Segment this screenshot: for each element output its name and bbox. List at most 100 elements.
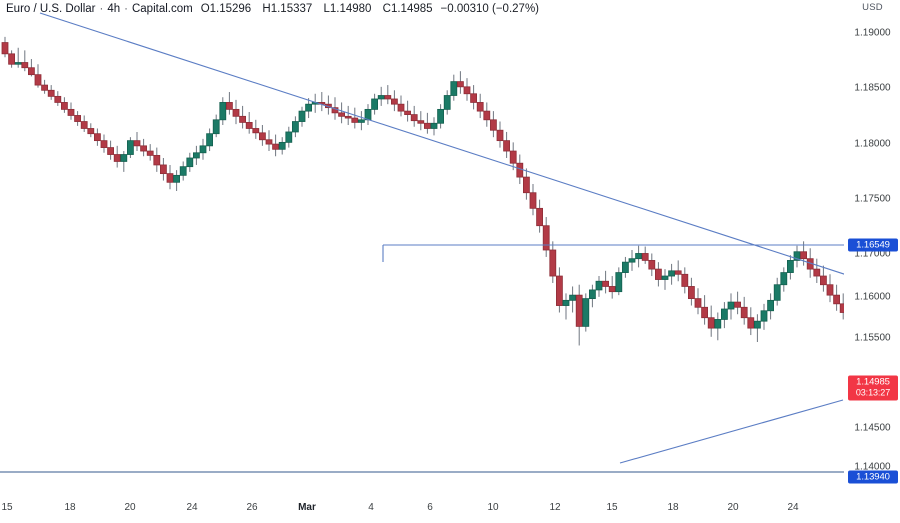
candle [476, 93, 484, 119]
candle [787, 255, 794, 280]
candle-body [67, 108, 75, 116]
candle [833, 284, 840, 311]
time-tick: 6 [427, 502, 433, 513]
candle [542, 217, 550, 257]
candle-body [423, 122, 431, 129]
candle [371, 93, 379, 115]
candle-body [410, 114, 418, 122]
candle [661, 269, 669, 290]
candle-body [767, 299, 774, 312]
candle-body [404, 110, 412, 115]
ascending-trendline[interactable] [619, 399, 844, 464]
candle-body [179, 166, 187, 176]
candle [199, 138, 207, 160]
candle [338, 102, 346, 124]
candle [153, 147, 161, 172]
candle [166, 164, 174, 190]
candle-body [14, 62, 22, 65]
candle-body [61, 102, 68, 110]
candle [615, 267, 623, 296]
candle-body [8, 53, 16, 65]
candle-body [536, 207, 543, 227]
chart-plot-area[interactable] [0, 0, 845, 495]
candle [602, 270, 609, 294]
candle-body [694, 298, 702, 308]
candle-body [721, 308, 728, 320]
candle-body [542, 225, 550, 251]
time-tick: Mar [298, 502, 316, 513]
candle-body [206, 133, 214, 147]
candle-body [747, 317, 755, 329]
time-axis[interactable]: 15 18 20 24 26 Mar 4 6 10 12 15 18 20 24 [0, 495, 845, 523]
candle-body [54, 95, 62, 103]
candle [430, 117, 438, 136]
descending-trendline[interactable] [39, 12, 845, 276]
candle [285, 126, 293, 148]
candle [377, 86, 385, 106]
time-tick: 15 [1, 502, 13, 513]
candle [54, 91, 62, 106]
candle [272, 134, 280, 157]
candle [443, 90, 451, 115]
candle-body [41, 84, 48, 91]
candle [556, 267, 563, 313]
drawings-layer[interactable] [0, 12, 845, 473]
candle-body [390, 98, 398, 105]
candle [245, 111, 253, 134]
candle [404, 100, 412, 122]
candle-body [787, 260, 794, 273]
candle-body [668, 270, 675, 277]
candle [34, 64, 42, 88]
candle [417, 111, 425, 131]
candle [239, 105, 247, 129]
candle-body [549, 249, 557, 277]
candle-body [489, 119, 497, 131]
candle-body [371, 98, 379, 110]
candle-body [562, 299, 570, 306]
candle-body [839, 303, 845, 313]
countdown-timer: 03:13:27 [855, 387, 891, 398]
candle-body [219, 102, 227, 121]
time-tick: 18 [64, 502, 76, 513]
candle-body [635, 253, 642, 260]
price-badge-1-13940[interactable]: 1.13940 [848, 470, 898, 484]
candle [648, 253, 656, 277]
candle-body [239, 115, 247, 123]
candle [258, 125, 266, 146]
candle [219, 97, 227, 126]
candlestick-canvas[interactable] [0, 0, 845, 495]
price-badge-value: 1.14985 [856, 376, 890, 388]
candle-body [285, 131, 293, 143]
candle-body [714, 319, 722, 329]
candle-body [648, 260, 656, 270]
candle [489, 111, 497, 138]
candle-body [483, 110, 491, 121]
candle [113, 145, 121, 168]
candle [384, 85, 392, 105]
candle-body [357, 119, 365, 123]
candle [582, 293, 590, 332]
candle-body [688, 286, 695, 300]
price-badge-value: 1.16549 [856, 239, 890, 251]
candle [120, 151, 128, 172]
candle [655, 262, 662, 287]
candle [305, 98, 313, 119]
candle [813, 258, 821, 283]
time-tick: 10 [487, 502, 499, 513]
candle-body [569, 294, 576, 301]
candle [133, 131, 141, 152]
price-axis[interactable]: USD 1.19000 1.18500 1.18000 1.17500 1.17000 1… [844, 0, 900, 523]
candle-body [503, 140, 511, 152]
candle-body [800, 251, 807, 260]
candle-body [100, 140, 108, 148]
time-tick: 24 [186, 502, 198, 513]
candle-body [47, 89, 55, 97]
price-badge-1-16549[interactable]: 1.16549 [848, 238, 898, 252]
candle-series [1, 36, 845, 346]
candle-body [265, 139, 273, 145]
candle-body [813, 268, 821, 277]
price-badge-1-14985[interactable]: 1.14985 03:13:27 [848, 375, 898, 401]
candle-body [641, 253, 649, 261]
candle-body [113, 154, 121, 162]
candle-body [377, 95, 385, 100]
